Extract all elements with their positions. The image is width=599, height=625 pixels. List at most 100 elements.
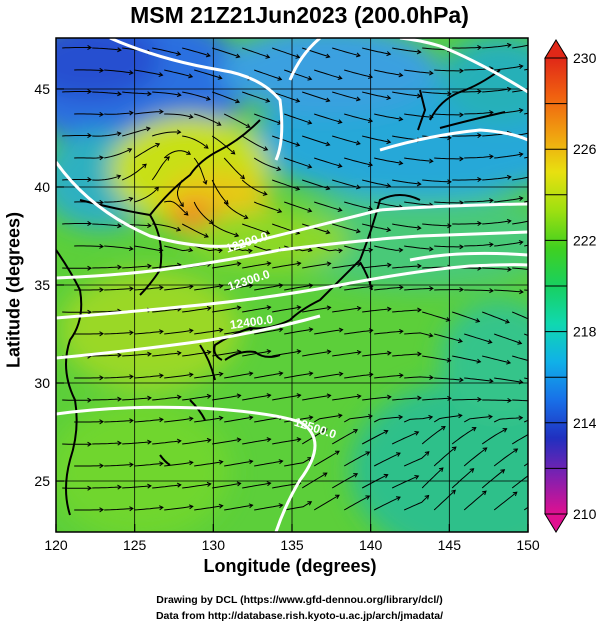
streamline-arrow — [355, 140, 361, 146]
streamline-arrow — [202, 179, 208, 185]
streamline — [272, 47, 300, 58]
colorbar-label: 218 — [573, 324, 597, 340]
streamline-arrow — [129, 418, 134, 424]
streamline-arrow — [99, 155, 104, 161]
streamline — [104, 332, 133, 335]
streamline-arrow — [325, 53, 331, 59]
streamline — [134, 186, 159, 203]
streamline-arrow — [477, 396, 482, 402]
streamline — [284, 416, 313, 423]
streamline-arrow — [428, 246, 434, 252]
streamline-arrow — [368, 162, 374, 167]
streamline-arrow — [307, 247, 313, 252]
streamline-arrow — [276, 166, 282, 172]
streamline-arrow — [188, 504, 194, 510]
streamline-arrow — [482, 490, 487, 496]
streamline — [212, 438, 241, 445]
streamline-arrow — [248, 371, 254, 377]
streamline-arrow — [117, 264, 122, 270]
streamline — [302, 223, 330, 234]
streamline — [92, 47, 121, 51]
streamline — [452, 178, 482, 181]
streamline — [512, 355, 528, 362]
streamline-arrow — [218, 283, 224, 289]
streamline-arrow — [266, 305, 272, 311]
streamline-arrow — [295, 54, 301, 59]
streamline — [374, 330, 403, 335]
streamline-arrow — [155, 142, 161, 148]
streamline-arrow — [127, 148, 133, 153]
streamline-arrow — [482, 447, 488, 452]
streamline — [391, 431, 419, 445]
streamline-arrow — [159, 109, 164, 115]
streamline — [104, 245, 133, 250]
streamline-arrow — [459, 287, 464, 293]
x-tick-label: 140 — [359, 537, 383, 553]
streamline — [164, 200, 189, 216]
streamline-arrow — [429, 285, 434, 292]
streamline-arrow — [262, 191, 268, 196]
streamline — [92, 442, 122, 445]
streamline — [194, 285, 223, 291]
streamline — [404, 201, 433, 206]
streamline-arrow — [386, 306, 392, 312]
streamline — [62, 91, 92, 93]
streamline-arrow — [129, 462, 134, 468]
streamline-arrow — [206, 393, 212, 399]
streamline-arrow — [386, 183, 392, 189]
streamline — [511, 434, 528, 445]
streamline — [422, 223, 451, 227]
streamline-arrow — [416, 225, 422, 231]
streamline — [374, 69, 403, 76]
streamline-arrow — [87, 132, 92, 139]
streamline — [361, 430, 388, 445]
streamline-arrow — [296, 437, 302, 443]
streamline — [122, 397, 151, 401]
x-tick-label: 135 — [280, 537, 304, 553]
streamline — [343, 415, 373, 423]
streamline-arrow — [158, 285, 164, 291]
streamline-arrow — [87, 309, 92, 315]
streamline — [92, 266, 122, 269]
streamline — [332, 135, 361, 145]
streamline — [482, 88, 511, 93]
streamline-arrow — [99, 67, 104, 73]
streamline — [164, 329, 193, 335]
streamline-arrow — [158, 373, 164, 379]
streamline — [422, 91, 451, 95]
streamline-arrow — [368, 118, 374, 123]
streamline-arrow — [475, 318, 481, 323]
streamline-arrow — [365, 451, 371, 456]
streamline-arrow — [476, 358, 482, 364]
streamline-arrow — [399, 285, 404, 290]
streamline — [464, 111, 493, 115]
streamline — [313, 414, 342, 423]
streamline-arrow — [383, 473, 389, 479]
streamline — [512, 399, 528, 402]
streamline-arrow — [129, 374, 134, 380]
streamline-arrow — [147, 91, 152, 97]
streamline — [452, 355, 481, 363]
streamline — [74, 113, 104, 116]
colorbar-label: 214 — [573, 415, 597, 431]
streamline-arrow — [176, 92, 182, 98]
streamline-arrow — [399, 373, 404, 378]
streamline-arrow — [179, 202, 184, 208]
streamline — [392, 47, 421, 53]
streamline — [212, 394, 241, 401]
streamline-arrow — [469, 468, 475, 473]
streamline-arrow — [236, 261, 242, 267]
streamline — [452, 90, 482, 93]
streamline — [164, 417, 193, 423]
streamline-arrow — [537, 268, 541, 272]
streamline — [134, 286, 163, 291]
streamline-arrow — [87, 441, 92, 447]
streamline-arrow — [218, 371, 224, 377]
streamline — [152, 484, 181, 489]
streamline — [92, 132, 121, 137]
streamline-arrow — [386, 227, 392, 233]
streamline-arrow — [395, 452, 401, 457]
streamline — [481, 469, 505, 489]
streamline — [134, 462, 163, 467]
